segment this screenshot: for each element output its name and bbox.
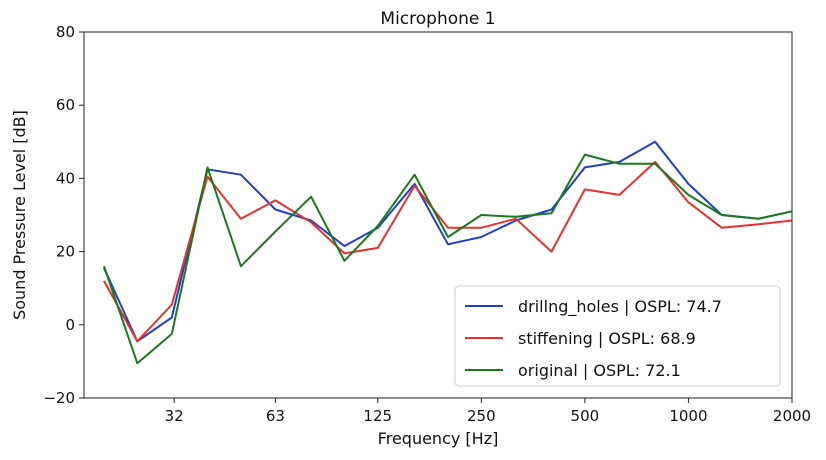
y-tick-label: 0 [65,316,75,334]
legend-label-stiffening: stiffening | OSPL: 68.9 [518,329,696,348]
x-axis: 32 63 125 250 500 1000 2000 [165,398,811,425]
legend: drillng_holes | OSPL: 74.7 stiffening | O… [454,285,781,387]
series-line-drillng-holes [103,140,793,343]
chart-title: Microphone 1 [380,9,495,29]
x-tick-label: 2000 [773,407,811,425]
x-axis-title: Frequency [Hz] [378,429,499,448]
series-line-stiffening [103,160,793,343]
x-tick-label: 63 [266,407,285,425]
y-tick-label: 60 [56,96,75,114]
x-tick-label: 1000 [669,407,707,425]
plot-frame [83,31,793,399]
legend-label-original: original | OSPL: 72.1 [518,361,681,380]
y-axis: −20 0 20 40 60 80 [43,23,84,407]
x-tick-label: 125 [363,407,392,425]
y-axis-title: Sound Pressure Level [dB] [10,110,29,320]
x-tick-label: 250 [467,407,496,425]
y-tick-label: 80 [56,23,75,41]
y-tick-label: 20 [56,243,75,261]
x-tick-label: 32 [165,407,184,425]
series-line-original [103,153,793,365]
y-tick-label: 40 [56,169,75,187]
y-tick-label: −20 [43,389,75,407]
legend-box [454,285,781,387]
series-layer [103,140,793,365]
x-tick-label: 500 [571,407,600,425]
legend-label-drillng-holes: drillng_holes | OSPL: 74.7 [518,297,722,317]
